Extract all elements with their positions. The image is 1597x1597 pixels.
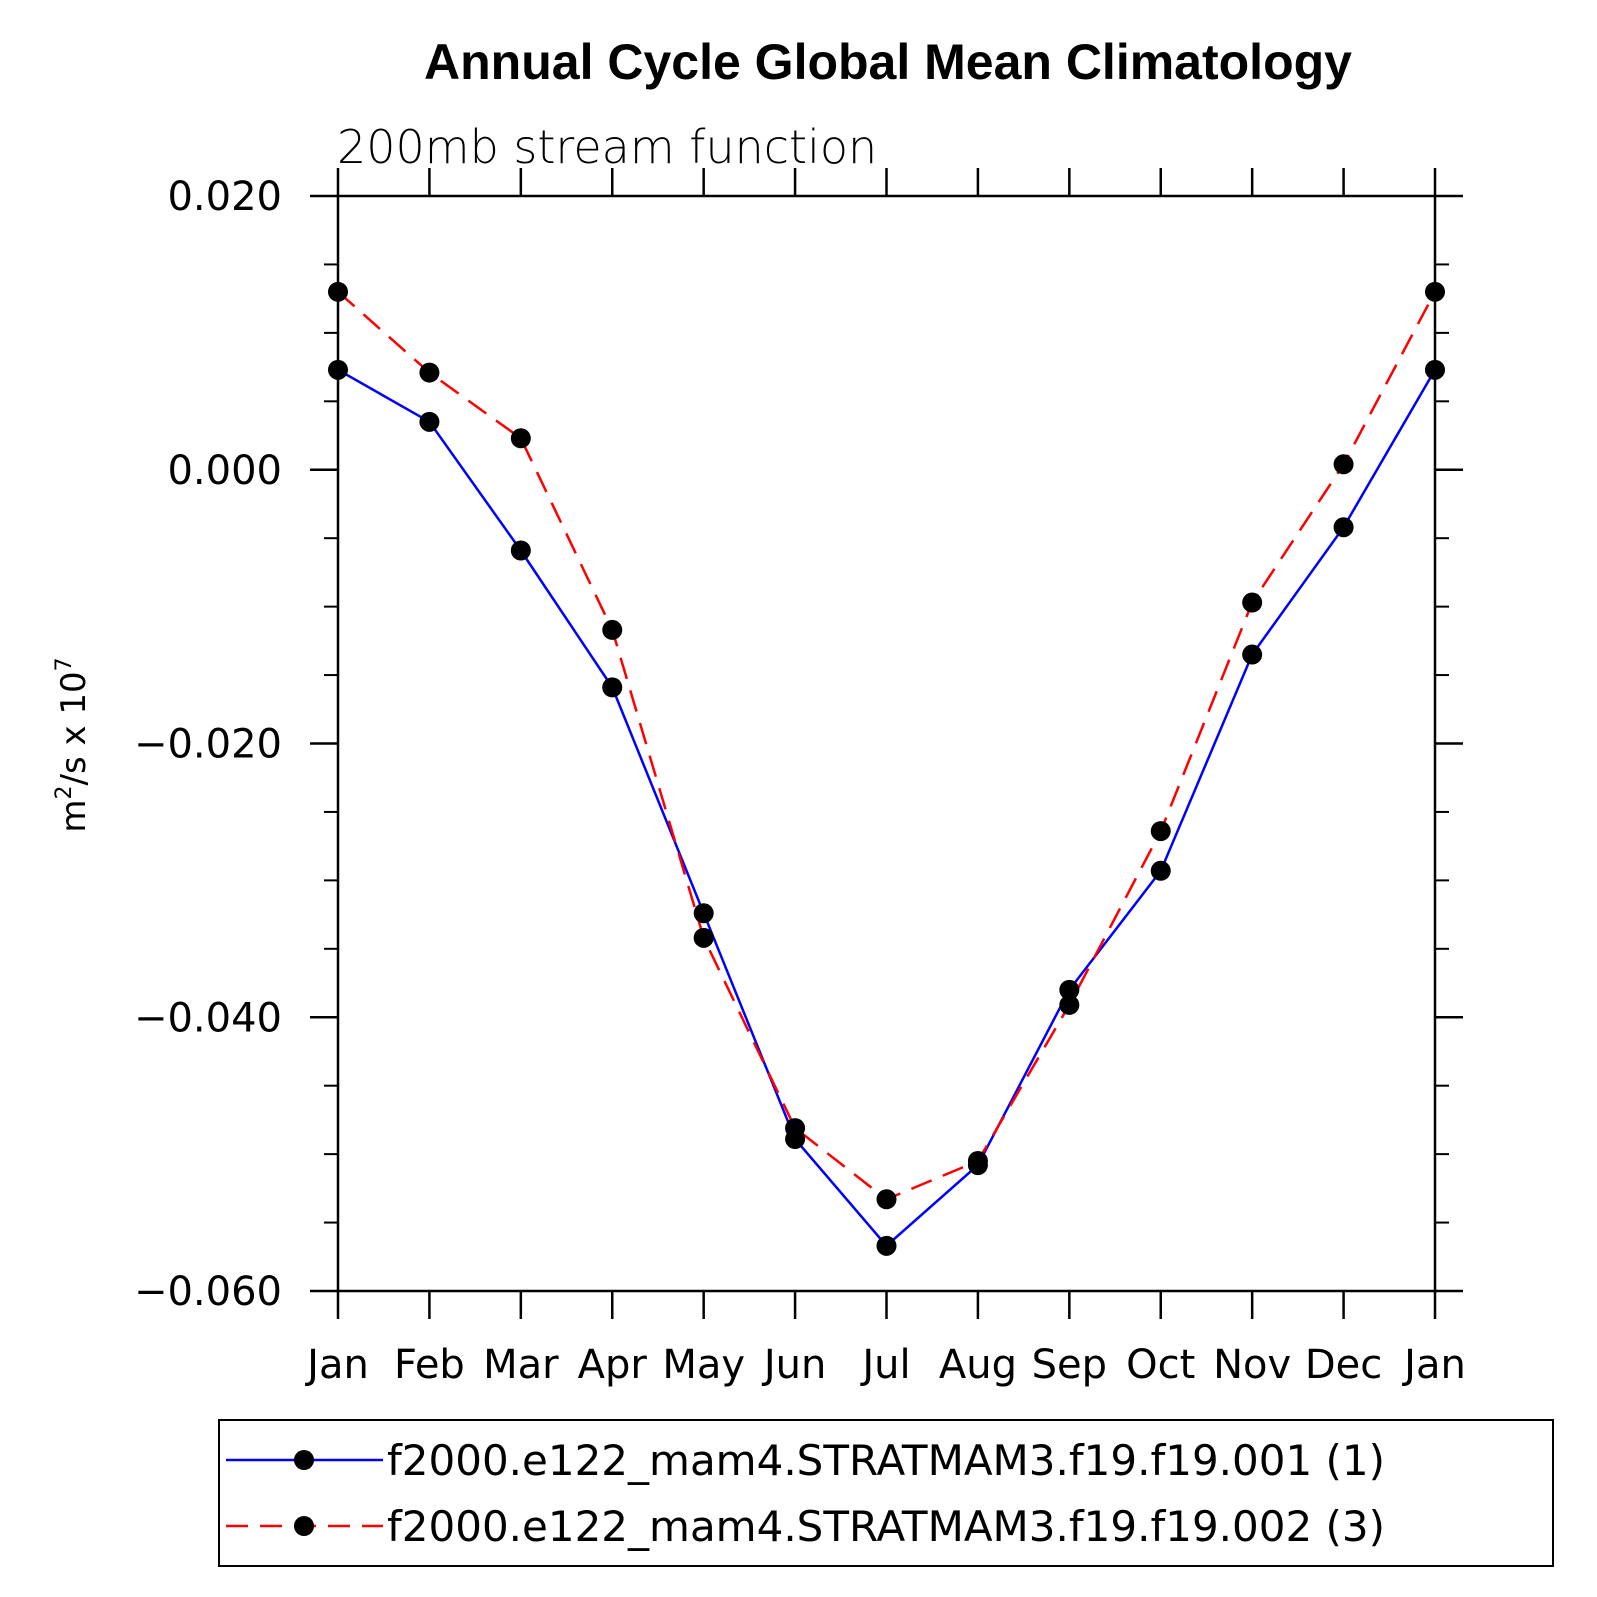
x-tick-label: Dec — [1305, 1342, 1382, 1388]
series-2-point — [876, 1189, 897, 1210]
x-tick-label: Sep — [1032, 1342, 1107, 1388]
legend-box — [218, 1419, 1554, 1567]
series-2-point — [1242, 592, 1263, 613]
svg-text:m2/s x 107: m2/s x 107 — [52, 657, 94, 832]
series-1-point — [1333, 517, 1354, 538]
x-tick-label: Mar — [483, 1342, 559, 1388]
ylabel-base: m — [54, 800, 94, 833]
series-2-point — [1333, 454, 1354, 475]
ylabel-sup1: 2 — [52, 786, 77, 800]
x-tick-label: Oct — [1126, 1342, 1195, 1388]
x-tick-label: Apr — [578, 1342, 648, 1388]
series-line-1 — [337, 368, 1437, 1248]
series-1-point — [1150, 860, 1171, 881]
series-1-point — [419, 411, 440, 432]
series-2-point — [967, 1150, 988, 1171]
series-2-point — [1059, 994, 1080, 1015]
x-tick-label: Jun — [761, 1342, 827, 1388]
series-1-point — [876, 1235, 897, 1256]
chart-subtitle: 200mb stream function — [337, 120, 877, 174]
x-tick-label: Nov — [1213, 1342, 1291, 1388]
series-2-point — [328, 281, 348, 302]
series-2-point — [510, 428, 531, 449]
series-layer — [328, 281, 1445, 1256]
series-line-2 — [337, 290, 1437, 1201]
series-2-point — [1425, 281, 1445, 302]
y-tick-labels: 0.020 0.000 −0.020 −0.040 −0.060 — [134, 174, 282, 1315]
x-tick-label: Jan — [304, 1342, 369, 1388]
legend-marker-1 — [294, 1450, 314, 1470]
x-tick-label: Feb — [394, 1342, 465, 1388]
axis-ticks — [310, 168, 1463, 1319]
series-1-point — [1425, 359, 1445, 380]
series-1-point — [602, 677, 623, 698]
ylabel-sup2: 7 — [52, 657, 77, 671]
x-tick-label: Aug — [939, 1342, 1017, 1388]
x-tick-labels: Jan Feb Mar Apr May Jun Jul Aug Sep Oct Nov Dec Jan — [304, 1342, 1466, 1388]
series-1-point — [328, 359, 348, 380]
legend-marker-2 — [294, 1516, 314, 1536]
x-tick-label: May — [662, 1342, 745, 1388]
series-1-point — [1059, 979, 1080, 1000]
y-tick-label: 0.020 — [167, 174, 282, 220]
y-axis-label: m2/s x 107 — [52, 657, 94, 832]
series-2-point — [693, 927, 714, 948]
series-2-point — [1150, 821, 1171, 842]
ylabel-mid: /s x 10 — [54, 671, 94, 785]
y-tick-label: −0.060 — [134, 1269, 282, 1315]
chart-title: Annual Cycle Global Mean Climatology — [424, 34, 1352, 90]
plot-frame — [336, 194, 1437, 1293]
series-1-point — [1242, 644, 1263, 665]
series-1-point — [693, 903, 714, 924]
legend: f2000.e122_mam4.STRATMAM3.f19.f19.001 (1… — [218, 1419, 1554, 1567]
y-tick-label: −0.020 — [134, 722, 282, 768]
x-tick-label: Jan — [1401, 1342, 1466, 1388]
legend-label-2: f2000.e122_mam4.STRATMAM3.f19.f19.002 (3… — [387, 1502, 1385, 1551]
series-2-point — [419, 362, 440, 383]
y-tick-label: −0.040 — [134, 995, 282, 1041]
x-tick-label: Jul — [859, 1342, 910, 1388]
legend-label-1: f2000.e122_mam4.STRATMAM3.f19.f19.001 (1… — [387, 1436, 1385, 1485]
series-2-point — [602, 619, 623, 640]
y-tick-label: 0.000 — [167, 448, 282, 494]
series-2-point — [785, 1118, 806, 1139]
series-1-point — [510, 540, 531, 561]
